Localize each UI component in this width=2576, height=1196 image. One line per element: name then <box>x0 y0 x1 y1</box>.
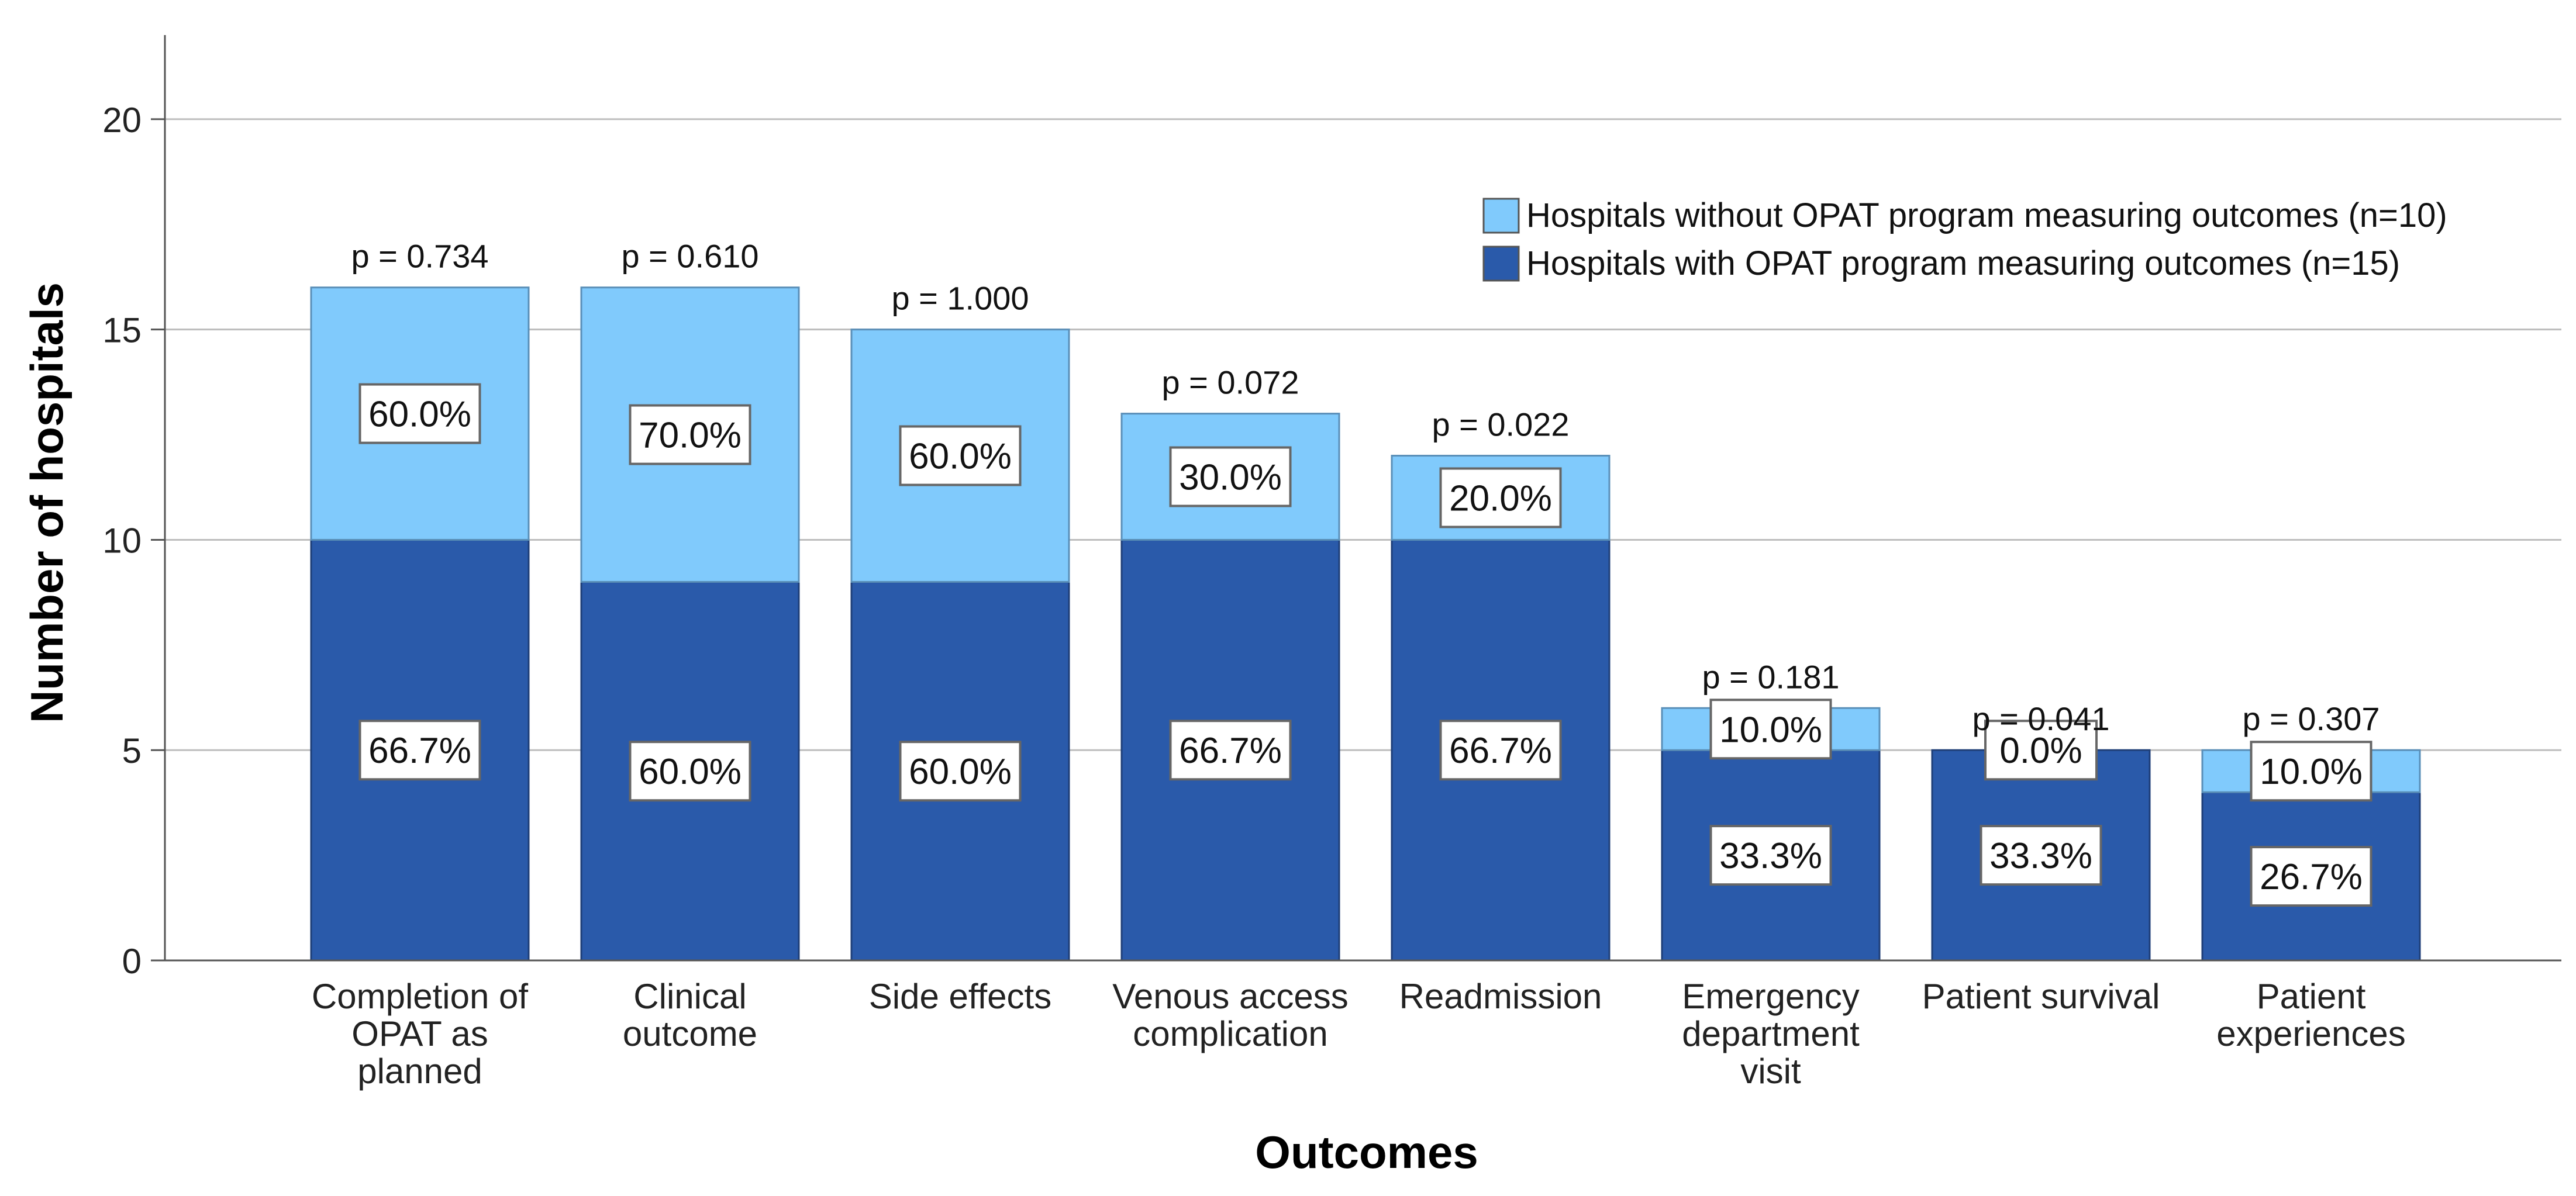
data-label-with-program-box <box>629 741 751 802</box>
x-tick-label: Patient <box>2257 977 2366 1016</box>
x-tick-label: Clinical <box>633 977 746 1016</box>
y-tick-label: 15 <box>102 311 142 350</box>
data-label-without-program-box <box>2250 741 2372 802</box>
p-value-annotation: p = 1.000 <box>891 280 1029 317</box>
x-tick-label: Patient survival <box>1922 977 2160 1016</box>
data-label-with-program-box <box>1980 825 2102 886</box>
y-tick-label: 5 <box>122 731 142 770</box>
data-label-without-program: 70.0% <box>639 416 742 456</box>
x-tick-label: experiences <box>2216 1014 2406 1053</box>
x-tick-label: OPAT as <box>351 1014 488 1053</box>
data-label-without-program-box <box>1439 467 1562 528</box>
data-label-without-program: 30.0% <box>1179 458 1282 498</box>
p-value-annotation: p = 0.022 <box>1432 406 1569 443</box>
x-tick-label: Emergency <box>1682 977 1859 1016</box>
y-tick-label: 20 <box>102 101 142 140</box>
p-value-annotation: p = 0.734 <box>351 238 488 275</box>
data-label-with-program: 60.0% <box>909 752 1012 792</box>
x-tick-label: visit <box>1740 1052 1801 1091</box>
legend-label: Hospitals with OPAT program measuring ou… <box>1526 244 2400 282</box>
data-label-without-program: 20.0% <box>1449 479 1552 519</box>
data-label-without-program: 60.0% <box>909 437 1012 477</box>
data-label-without-program-box <box>629 404 751 465</box>
data-label-with-program: 26.7% <box>2260 857 2363 897</box>
data-label-with-program-box <box>1439 720 1562 781</box>
p-value-annotation: p = 0.307 <box>2242 700 2380 737</box>
legend-swatch <box>1482 198 1520 234</box>
p-value-annotation: p = 0.181 <box>1702 658 1839 695</box>
x-tick-label: Side effects <box>869 977 1051 1016</box>
data-label-with-program: 33.3% <box>1719 836 1822 876</box>
data-label-without-program: 0.0% <box>1999 731 2082 771</box>
x-tick-label: planned <box>357 1052 482 1091</box>
data-label-without-program-box <box>358 383 481 444</box>
data-label-without-program-box <box>1984 720 2098 781</box>
data-label-with-program: 66.7% <box>368 731 471 771</box>
x-tick-label: Completion of <box>312 977 529 1016</box>
y-tick-label: 10 <box>102 521 142 560</box>
data-label-without-program: 10.0% <box>1719 710 1822 750</box>
legend: Hospitals without OPAT program measuring… <box>1482 196 2447 282</box>
y-tick-label: 0 <box>122 942 142 981</box>
x-tick-label: Readmission <box>1399 977 1602 1016</box>
data-label-without-program-box <box>1169 446 1292 507</box>
y-axis-title: Number of hospitals <box>21 282 73 723</box>
data-label-with-program-box <box>1169 720 1292 781</box>
p-value-annotation: p = 0.072 <box>1161 364 1299 401</box>
gridlines <box>165 118 2561 751</box>
data-label-without-program: 10.0% <box>2260 752 2363 792</box>
data-label-with-program-box <box>899 741 1022 802</box>
data-label-without-program-box <box>899 425 1022 486</box>
data-label-with-program: 66.7% <box>1449 731 1552 771</box>
legend-swatch <box>1482 246 1520 282</box>
x-tick-label: outcome <box>623 1014 757 1053</box>
data-label-with-program: 33.3% <box>1989 836 2092 876</box>
legend-label: Hospitals without OPAT program measuring… <box>1526 196 2447 234</box>
x-axis-title: Outcomes <box>1255 1126 1478 1178</box>
data-label-with-program-box <box>2250 846 2372 907</box>
data-labels: 66.7% 60.0% p = 0.734 60.0% 70.0% p = 0.610 60… <box>351 238 2380 907</box>
data-label-with-program-box <box>358 720 481 781</box>
data-label-without-program-box <box>1709 699 1832 760</box>
x-tick-label: department <box>1682 1014 1860 1053</box>
data-label-with-program: 60.0% <box>639 752 742 792</box>
p-value-annotation: p = 0.041 <box>1972 700 2109 737</box>
x-tick-label: complication <box>1133 1014 1328 1053</box>
data-label-with-program-box <box>1709 825 1832 886</box>
data-label-with-program: 66.7% <box>1179 731 1282 771</box>
p-value-annotation: p = 0.610 <box>621 238 758 275</box>
data-label-without-program: 60.0% <box>368 395 471 435</box>
x-tick-label: Venous access <box>1112 977 1349 1016</box>
